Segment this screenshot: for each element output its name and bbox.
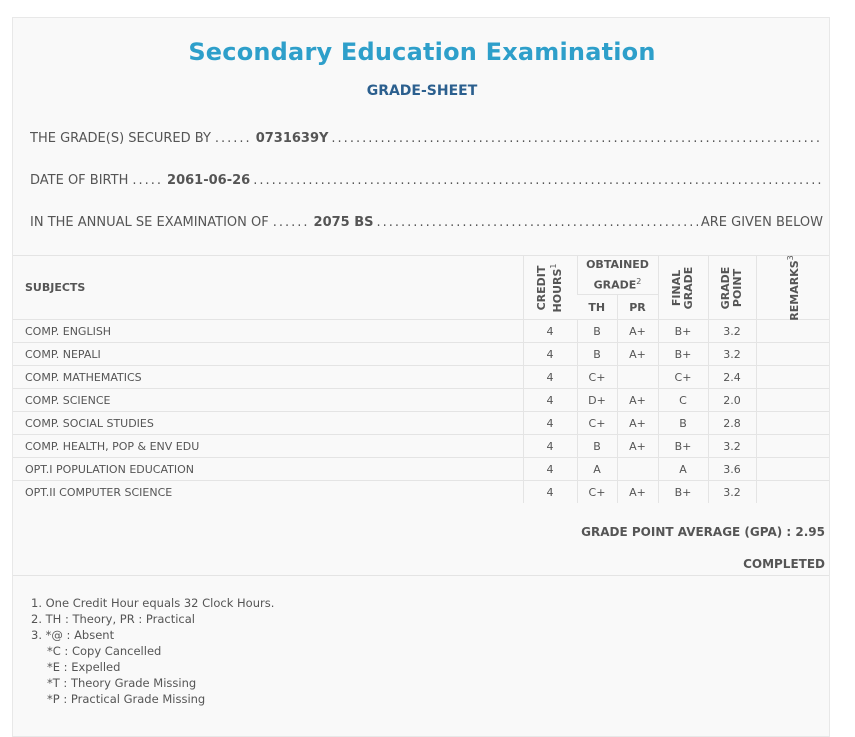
grade-point-cell: 3.2 <box>707 434 756 458</box>
table-row: OPT.II COMPUTER SCIENCE 4 C+ A+ B+ 3.2 <box>13 480 829 503</box>
grade-point-cell: 3.2 <box>707 480 756 503</box>
subject-cell: COMP. NEPALI <box>13 342 523 366</box>
grade-point-cell: 3.2 <box>707 319 756 343</box>
th-header: TH <box>577 294 617 320</box>
subject-cell: COMP. SOCIAL STUDIES <box>13 411 523 435</box>
remarks-cell <box>755 480 829 503</box>
final-grade-cell: A <box>657 457 708 481</box>
credit-hours-cell: 4 <box>522 434 577 458</box>
theory-grade-cell: A <box>576 457 617 481</box>
practical-grade-cell <box>616 457 658 481</box>
practical-grade-cell: A+ <box>616 388 658 412</box>
footnote: *C : Copy Cancelled <box>47 644 162 658</box>
final-grade-cell: B+ <box>657 342 708 366</box>
symbol-number: 0731639Y <box>255 131 329 146</box>
final-grade-cell: C+ <box>657 365 708 389</box>
theory-grade-cell: D+ <box>576 388 617 412</box>
theory-grade-cell: C+ <box>576 480 617 503</box>
subject-cell: COMP. HEALTH, POP & ENV EDU <box>13 434 523 458</box>
practical-grade-cell: A+ <box>616 411 658 435</box>
final-grade-cell: B+ <box>657 319 708 343</box>
final-grade-cell: B+ <box>657 480 708 503</box>
grades-table: SUBJECTS CREDIT HOURS1 OBTAINED GRADE2 F… <box>13 255 829 503</box>
remarks-cell <box>755 411 829 435</box>
grade-point-cell: 3.6 <box>707 457 756 481</box>
grade-point-cell: 3.2 <box>707 342 756 366</box>
remarks-cell <box>755 342 829 366</box>
grade-point-cell: 2.4 <box>707 365 756 389</box>
footnote: 2. TH : Theory, PR : Practical <box>31 612 195 626</box>
exam-year: 2075 BS <box>313 215 374 230</box>
result-status: COMPLETED <box>743 557 825 571</box>
remarks-cell <box>755 457 829 481</box>
final-grade-header: FINAL GRADE <box>657 255 708 320</box>
theory-grade-cell: C+ <box>576 411 617 435</box>
credit-hours-cell: 4 <box>522 342 577 366</box>
subjects-header: SUBJECTS <box>13 255 523 320</box>
remarks-cell <box>755 388 829 412</box>
credit-hours-header: CREDIT HOURS1 <box>522 255 577 320</box>
final-grade-cell: B <box>657 411 708 435</box>
table-row: COMP. MATHEMATICS 4 C+ C+ 2.4 <box>13 365 829 389</box>
exam-tail: ARE GIVEN BELOW <box>700 215 823 230</box>
theory-grade-cell: C+ <box>576 365 617 389</box>
exam-line: IN THE ANNUAL SE EXAMINATION OF ...... 2… <box>30 215 823 230</box>
footnotes: 1. One Credit Hour equals 32 Clock Hours… <box>31 595 274 707</box>
subject-cell: COMP. ENGLISH <box>13 319 523 343</box>
dob-value: 2061-06-26 <box>167 173 251 188</box>
secured-by-label: THE GRADE(S) SECURED BY <box>30 131 211 146</box>
credit-hours-cell: 4 <box>522 411 577 435</box>
practical-grade-cell: A+ <box>616 319 658 343</box>
table-row: COMP. SCIENCE 4 D+ A+ C 2.0 <box>13 388 829 412</box>
credit-hours-cell: 4 <box>522 365 577 389</box>
page-subtitle: GRADE-SHEET <box>366 83 478 99</box>
table-row: COMP. NEPALI 4 B A+ B+ 3.2 <box>13 342 829 366</box>
obtained-grade-header: OBTAINED GRADE2 <box>576 255 658 295</box>
gpa-summary: GRADE POINT AVERAGE (GPA) : 2.95 <box>581 525 825 539</box>
credit-hours-cell: 4 <box>522 388 577 412</box>
table-row: OPT.I POPULATION EDUCATION 4 A A 3.6 <box>13 457 829 481</box>
subject-cell: OPT.I POPULATION EDUCATION <box>13 457 523 481</box>
footnote: *T : Theory Grade Missing <box>47 676 197 690</box>
subject-cell: OPT.II COMPUTER SCIENCE <box>13 480 523 503</box>
theory-grade-cell: B <box>576 434 617 458</box>
practical-grade-cell <box>616 365 658 389</box>
footnote: *E : Expelled <box>47 660 121 674</box>
table-row: COMP. ENGLISH 4 B A+ B+ 3.2 <box>13 319 829 343</box>
practical-grade-cell: A+ <box>616 342 658 366</box>
practical-grade-cell: A+ <box>616 434 658 458</box>
pr-header: PR <box>616 294 658 320</box>
dob-line: DATE OF BIRTH ..... 2061-06-26 .........… <box>30 173 823 188</box>
subject-cell: COMP. SCIENCE <box>13 388 523 412</box>
divider <box>13 575 829 576</box>
theory-grade-cell: B <box>576 342 617 366</box>
credit-hours-cell: 4 <box>522 457 577 481</box>
secured-by-line: THE GRADE(S) SECURED BY ...... 0731639Y … <box>30 131 823 146</box>
dob-label: DATE OF BIRTH <box>30 173 129 188</box>
grade-point-header: GRADE POINT <box>707 255 756 320</box>
credit-hours-cell: 4 <box>522 319 577 343</box>
grade-point-cell: 2.0 <box>707 388 756 412</box>
grade-point-cell: 2.8 <box>707 411 756 435</box>
theory-grade-cell: B <box>576 319 617 343</box>
remarks-cell <box>755 319 829 343</box>
practical-grade-cell: A+ <box>616 480 658 503</box>
table-row: COMP. SOCIAL STUDIES 4 C+ A+ B 2.8 <box>13 411 829 435</box>
footnote: 3. *@ : Absent <box>31 628 115 642</box>
remarks-header: REMARKS3 <box>755 255 829 320</box>
footnote: *P : Practical Grade Missing <box>47 692 206 706</box>
subject-cell: COMP. MATHEMATICS <box>13 365 523 389</box>
remarks-cell <box>755 365 829 389</box>
final-grade-cell: B+ <box>657 434 708 458</box>
table-row: COMP. HEALTH, POP & ENV EDU 4 B A+ B+ 3.2 <box>13 434 829 458</box>
grade-sheet: Secondary Education Examination GRADE-SH… <box>12 17 830 737</box>
final-grade-cell: C <box>657 388 708 412</box>
footnote: 1. One Credit Hour equals 32 Clock Hours… <box>31 596 275 610</box>
credit-hours-cell: 4 <box>522 480 577 503</box>
remarks-cell <box>755 434 829 458</box>
page-title: Secondary Education Examination <box>188 38 656 66</box>
exam-label: IN THE ANNUAL SE EXAMINATION OF <box>30 215 269 230</box>
